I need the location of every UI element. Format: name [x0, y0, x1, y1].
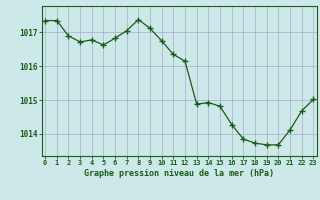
X-axis label: Graphe pression niveau de la mer (hPa): Graphe pression niveau de la mer (hPa)	[84, 169, 274, 178]
